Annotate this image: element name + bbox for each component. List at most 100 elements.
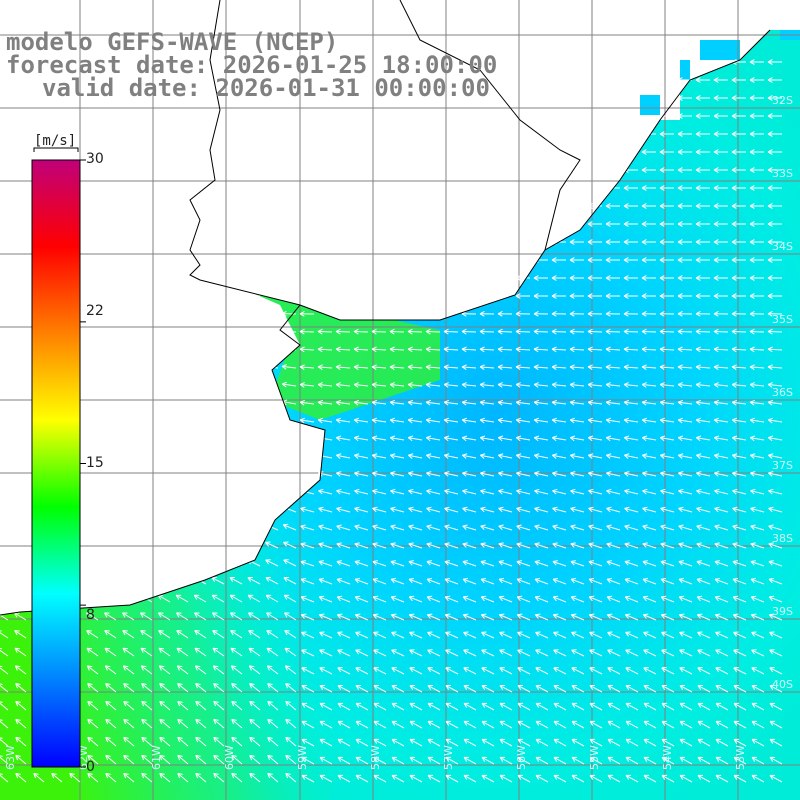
wind-arrow	[390, 437, 405, 441]
wind-arrow-head	[625, 775, 630, 780]
wind-arrow	[588, 525, 603, 531]
wind-arrow	[336, 561, 351, 567]
wind-arrow-head	[677, 221, 683, 225]
wind-arrow-head	[408, 435, 414, 439]
wind-arrow-head	[264, 381, 270, 385]
wind-arrow-head	[498, 471, 504, 474]
lat-label: 35S	[772, 313, 793, 326]
wind-arrow-head	[695, 205, 701, 209]
wind-arrow-head	[354, 454, 359, 459]
wind-arrow-head	[587, 384, 593, 388]
wind-arrow-head	[551, 346, 557, 350]
wind-arrow-head	[69, 773, 73, 779]
wind-arrow-head	[355, 685, 360, 690]
wind-arrow	[444, 490, 459, 495]
wind-arrow-head	[768, 454, 773, 459]
wind-arrow-head	[140, 647, 147, 650]
wind-arrow-head	[408, 454, 413, 459]
wind-arrow-head	[660, 488, 666, 492]
wind-arrow	[229, 594, 243, 603]
wind-arrow	[373, 774, 387, 783]
wind-arrow-head	[480, 560, 486, 562]
wind-arrow-head	[499, 595, 505, 598]
wind-arrow	[408, 578, 423, 585]
wind-arrow-head	[391, 667, 396, 673]
wind-arrow-head	[248, 665, 252, 671]
wind-arrow-head	[212, 665, 216, 671]
wind-arrow-head	[533, 313, 539, 317]
wind-arrow	[732, 578, 747, 585]
wind-arrow-head	[641, 169, 647, 173]
wind-arrow	[769, 596, 783, 603]
wind-arrow-head	[336, 561, 341, 566]
wind-arrow-head	[318, 488, 324, 492]
wind-arrow-head	[515, 401, 521, 406]
wind-arrow-head	[587, 313, 593, 317]
wind-arrow-head	[462, 506, 468, 509]
wind-arrow-head	[678, 543, 683, 548]
wind-arrow-head	[767, 366, 773, 370]
wind-arrow	[570, 401, 585, 405]
wind-arrow	[391, 596, 405, 603]
wind-arrow-head	[569, 328, 575, 332]
wind-arrow	[625, 596, 639, 603]
wind-arrow-head	[751, 685, 756, 690]
wind-arrow-head	[407, 366, 413, 370]
wind-arrow	[445, 667, 459, 675]
wind-arrow	[372, 348, 387, 351]
wind-arrow	[299, 330, 315, 333]
wind-arrow-head	[625, 649, 629, 655]
wind-arrow-head	[195, 701, 199, 707]
wind-arrow-head	[623, 401, 629, 406]
wind-arrow-head	[86, 665, 90, 671]
wind-arrow	[535, 738, 549, 747]
wind-arrow-head	[768, 490, 773, 495]
wind-arrow-head	[533, 382, 539, 385]
wind-arrow-head	[695, 95, 701, 99]
wind-arrow-head	[480, 508, 485, 513]
wind-arrow-head	[517, 667, 522, 673]
wind-arrow-head	[551, 382, 557, 385]
wind-arrow-head	[336, 524, 342, 527]
wind-arrow-head	[462, 454, 467, 459]
wind-arrow-head	[642, 417, 648, 421]
wind-arrow-head	[371, 382, 377, 385]
wind-arrow-head	[570, 560, 576, 562]
wind-arrow-head	[462, 472, 467, 477]
wind-arrow-head	[606, 417, 612, 421]
wind-arrow-head	[641, 187, 647, 191]
wind-arrow	[660, 454, 675, 459]
wind-arrow-head	[516, 490, 521, 495]
title-model: modelo GEFS-WAVE (NCEP)	[6, 28, 339, 56]
wind-arrow-head	[713, 133, 719, 137]
wind-arrow-head	[479, 382, 485, 385]
wind-arrow	[714, 507, 729, 513]
wind-arrow	[285, 755, 297, 765]
wind-arrow	[336, 437, 351, 441]
wind-arrow-head	[607, 721, 612, 726]
wind-arrow-head	[425, 382, 431, 385]
wind-arrow-head	[769, 685, 774, 690]
wind-arrow	[589, 756, 603, 765]
wind-arrow	[749, 330, 765, 333]
wind-arrow-head	[285, 683, 291, 685]
lat-label: 38S	[772, 532, 793, 545]
wind-arrow	[462, 472, 477, 477]
wind-arrow-head	[159, 701, 163, 707]
wind-arrow	[462, 366, 477, 369]
wind-arrow-head	[750, 506, 756, 509]
wind-arrow	[15, 665, 27, 675]
wind-arrow-head	[445, 721, 450, 726]
wind-arrow-head	[713, 257, 719, 261]
wind-arrow-head	[372, 542, 378, 545]
wind-arrow-head	[731, 79, 737, 83]
wind-arrow	[300, 525, 315, 531]
wind-arrow-head	[213, 701, 217, 707]
wind-arrow-head	[660, 596, 665, 602]
wind-arrow-head	[641, 167, 647, 171]
wind-arrow-head	[749, 295, 755, 299]
wind-arrow-head	[444, 471, 450, 474]
lon-label: 55W	[588, 745, 601, 770]
wind-arrow-head	[372, 417, 378, 421]
wind-arrow-head	[732, 490, 737, 495]
